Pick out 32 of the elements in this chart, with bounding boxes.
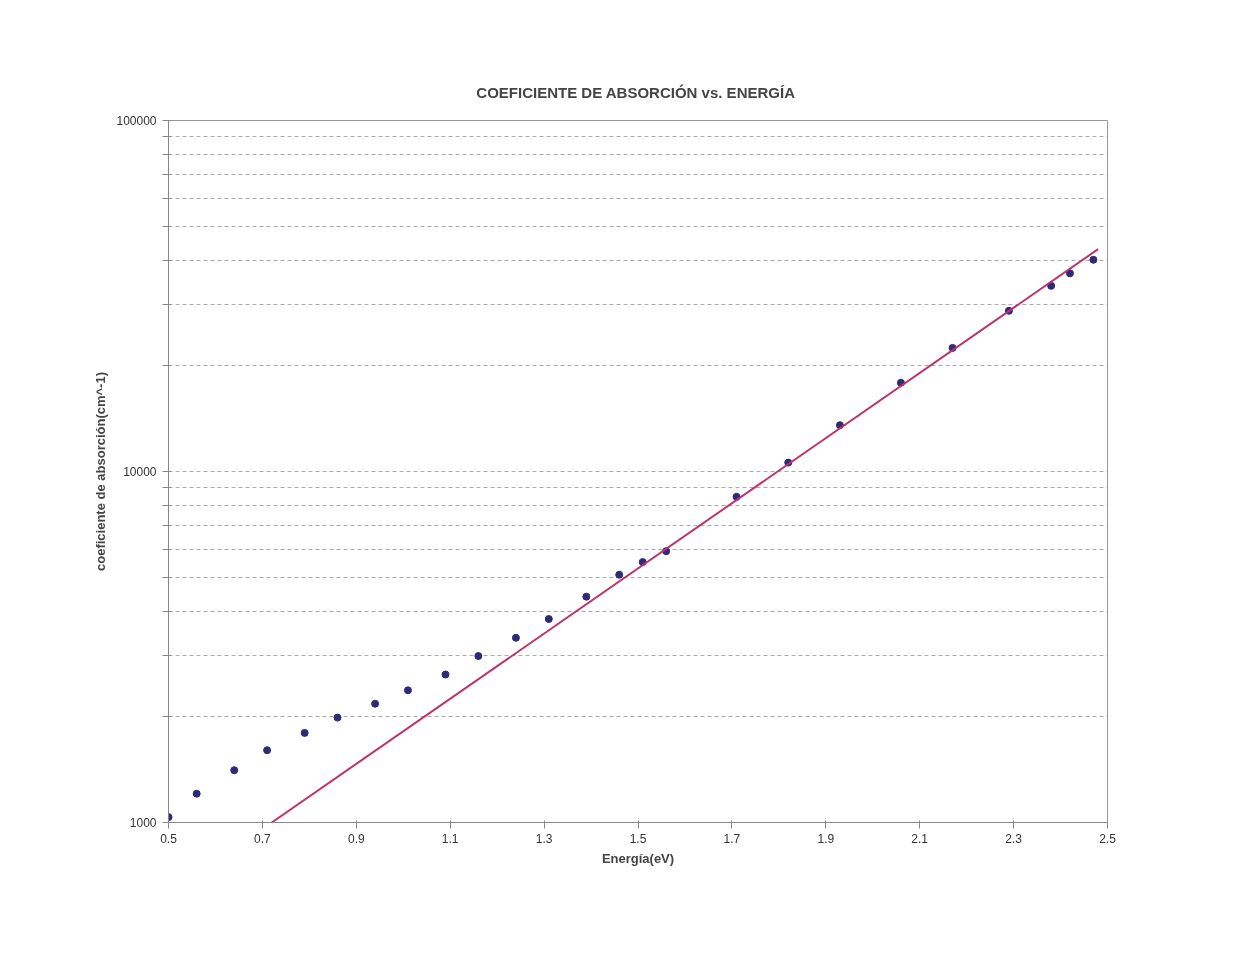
point — [192, 789, 201, 798]
y-axis-title: coeficiente de absorción(cm^-1) — [93, 371, 109, 572]
point — [263, 746, 272, 755]
point — [582, 592, 591, 601]
point — [333, 713, 342, 722]
point — [371, 699, 380, 708]
point — [1089, 255, 1098, 264]
point — [230, 766, 239, 775]
x-tick-label: 1.1 — [441, 831, 459, 846]
x-tick-label: 2.5 — [1099, 831, 1117, 846]
point — [474, 652, 483, 661]
point — [511, 633, 520, 642]
x-tick-label: 1.5 — [629, 831, 647, 846]
point — [403, 686, 412, 695]
x-tick-label: 1.7 — [723, 831, 741, 846]
point — [441, 670, 450, 679]
y-tick-label: 10000 — [123, 465, 157, 479]
point — [615, 570, 624, 579]
x-tick-label: 1.9 — [817, 831, 835, 846]
x-axis-title: Energía(eV) — [601, 850, 675, 866]
point — [300, 728, 309, 737]
x-tick-label: 0.5 — [160, 831, 178, 846]
point — [544, 615, 553, 623]
x-tick-label: 0.9 — [347, 831, 365, 846]
chart-title: COEFICIENTE DE ABSORCIÓN vs. ENERGÍA — [476, 83, 796, 101]
x-tick-label: 2.1 — [911, 831, 929, 846]
x-tick-label: 2.3 — [1005, 831, 1023, 846]
y-tick-label: 100000 — [116, 114, 157, 128]
x-tick-label: 1.3 — [535, 831, 553, 846]
y-tick-label: 1000 — [129, 816, 157, 830]
x-tick-label: 0.7 — [254, 831, 272, 846]
point — [1065, 269, 1074, 278]
